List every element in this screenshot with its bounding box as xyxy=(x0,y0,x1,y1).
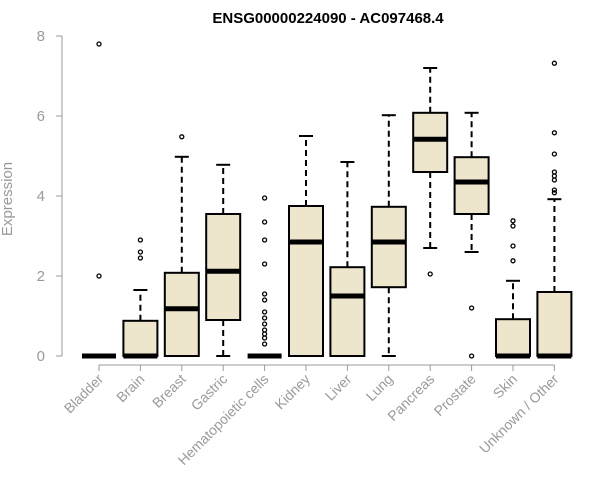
outlier-point xyxy=(551,190,558,196)
boxes-group xyxy=(82,41,573,359)
outlier-point xyxy=(261,261,268,267)
outlier-point xyxy=(137,237,144,243)
box-rect xyxy=(536,291,573,357)
outlier-point xyxy=(510,258,516,264)
outlier-point xyxy=(261,321,268,327)
box-6 xyxy=(329,161,366,358)
outlier-point xyxy=(261,291,268,297)
x-tick-label: Prostate xyxy=(431,371,479,419)
outlier-point xyxy=(551,130,558,136)
outlier-point xyxy=(510,243,516,249)
box-rect xyxy=(453,156,490,215)
outlier-point xyxy=(510,218,516,224)
outlier-point xyxy=(551,151,558,157)
outlier-point xyxy=(427,271,433,277)
box-rect xyxy=(288,205,324,357)
y-tick-label: 0 xyxy=(37,348,45,365)
outlier-point xyxy=(551,60,558,66)
y-axis-label: Expression xyxy=(0,162,16,236)
x-tick-label: Skin xyxy=(490,371,521,402)
x-tick-label: Kidney xyxy=(272,371,314,413)
box-8 xyxy=(412,67,449,277)
outlier-point xyxy=(261,327,268,333)
box-10 xyxy=(495,218,531,359)
outlier-point xyxy=(468,353,475,359)
box-9 xyxy=(453,111,490,359)
box-0 xyxy=(82,41,116,359)
x-tick-label: Breast xyxy=(149,371,189,411)
outlier-point xyxy=(468,305,475,311)
outlier-point xyxy=(261,341,268,347)
y-tick-label: 4 xyxy=(37,188,45,205)
box-rect xyxy=(163,271,200,357)
y-tick-label: 8 xyxy=(37,28,45,45)
outlier-point xyxy=(96,41,102,47)
box-rect xyxy=(495,318,531,358)
outlier-point xyxy=(96,273,102,279)
x-tick-label: Liver xyxy=(322,371,355,404)
outlier-point xyxy=(179,134,185,140)
box-7 xyxy=(370,114,407,357)
x-tick-label: Unknown / Other xyxy=(476,371,562,457)
chart-title: ENSG00000224090 - AC097468.4 xyxy=(212,10,444,27)
box-5 xyxy=(288,135,324,357)
box-rect xyxy=(205,213,242,321)
box-3 xyxy=(205,163,242,357)
x-tick-label: Lung xyxy=(363,371,396,404)
outlier-point xyxy=(261,195,268,201)
y-tick-label: 2 xyxy=(37,268,45,285)
outlier-point xyxy=(510,223,516,229)
outlier-point xyxy=(551,187,558,193)
x-tick-label: Bladder xyxy=(61,371,107,417)
outlier-point xyxy=(137,249,144,255)
outlier-point xyxy=(137,255,144,261)
x-tick-label: Brain xyxy=(113,371,147,405)
box-4 xyxy=(247,195,282,359)
box-rect xyxy=(370,205,407,289)
outlier-point xyxy=(261,237,268,243)
box-rect xyxy=(122,319,159,357)
outlier-point xyxy=(261,297,268,303)
box-11 xyxy=(536,60,573,359)
outlier-point xyxy=(261,315,268,321)
y-axis: 0 2 4 6 8 xyxy=(37,28,63,365)
box-2 xyxy=(163,134,200,357)
y-tick-label: 6 xyxy=(37,108,45,125)
box-1 xyxy=(122,237,159,359)
box-rect xyxy=(329,266,366,358)
outlier-point xyxy=(261,309,268,315)
box-rect xyxy=(412,111,449,174)
outlier-point xyxy=(261,219,268,225)
outlier-point xyxy=(551,169,558,175)
